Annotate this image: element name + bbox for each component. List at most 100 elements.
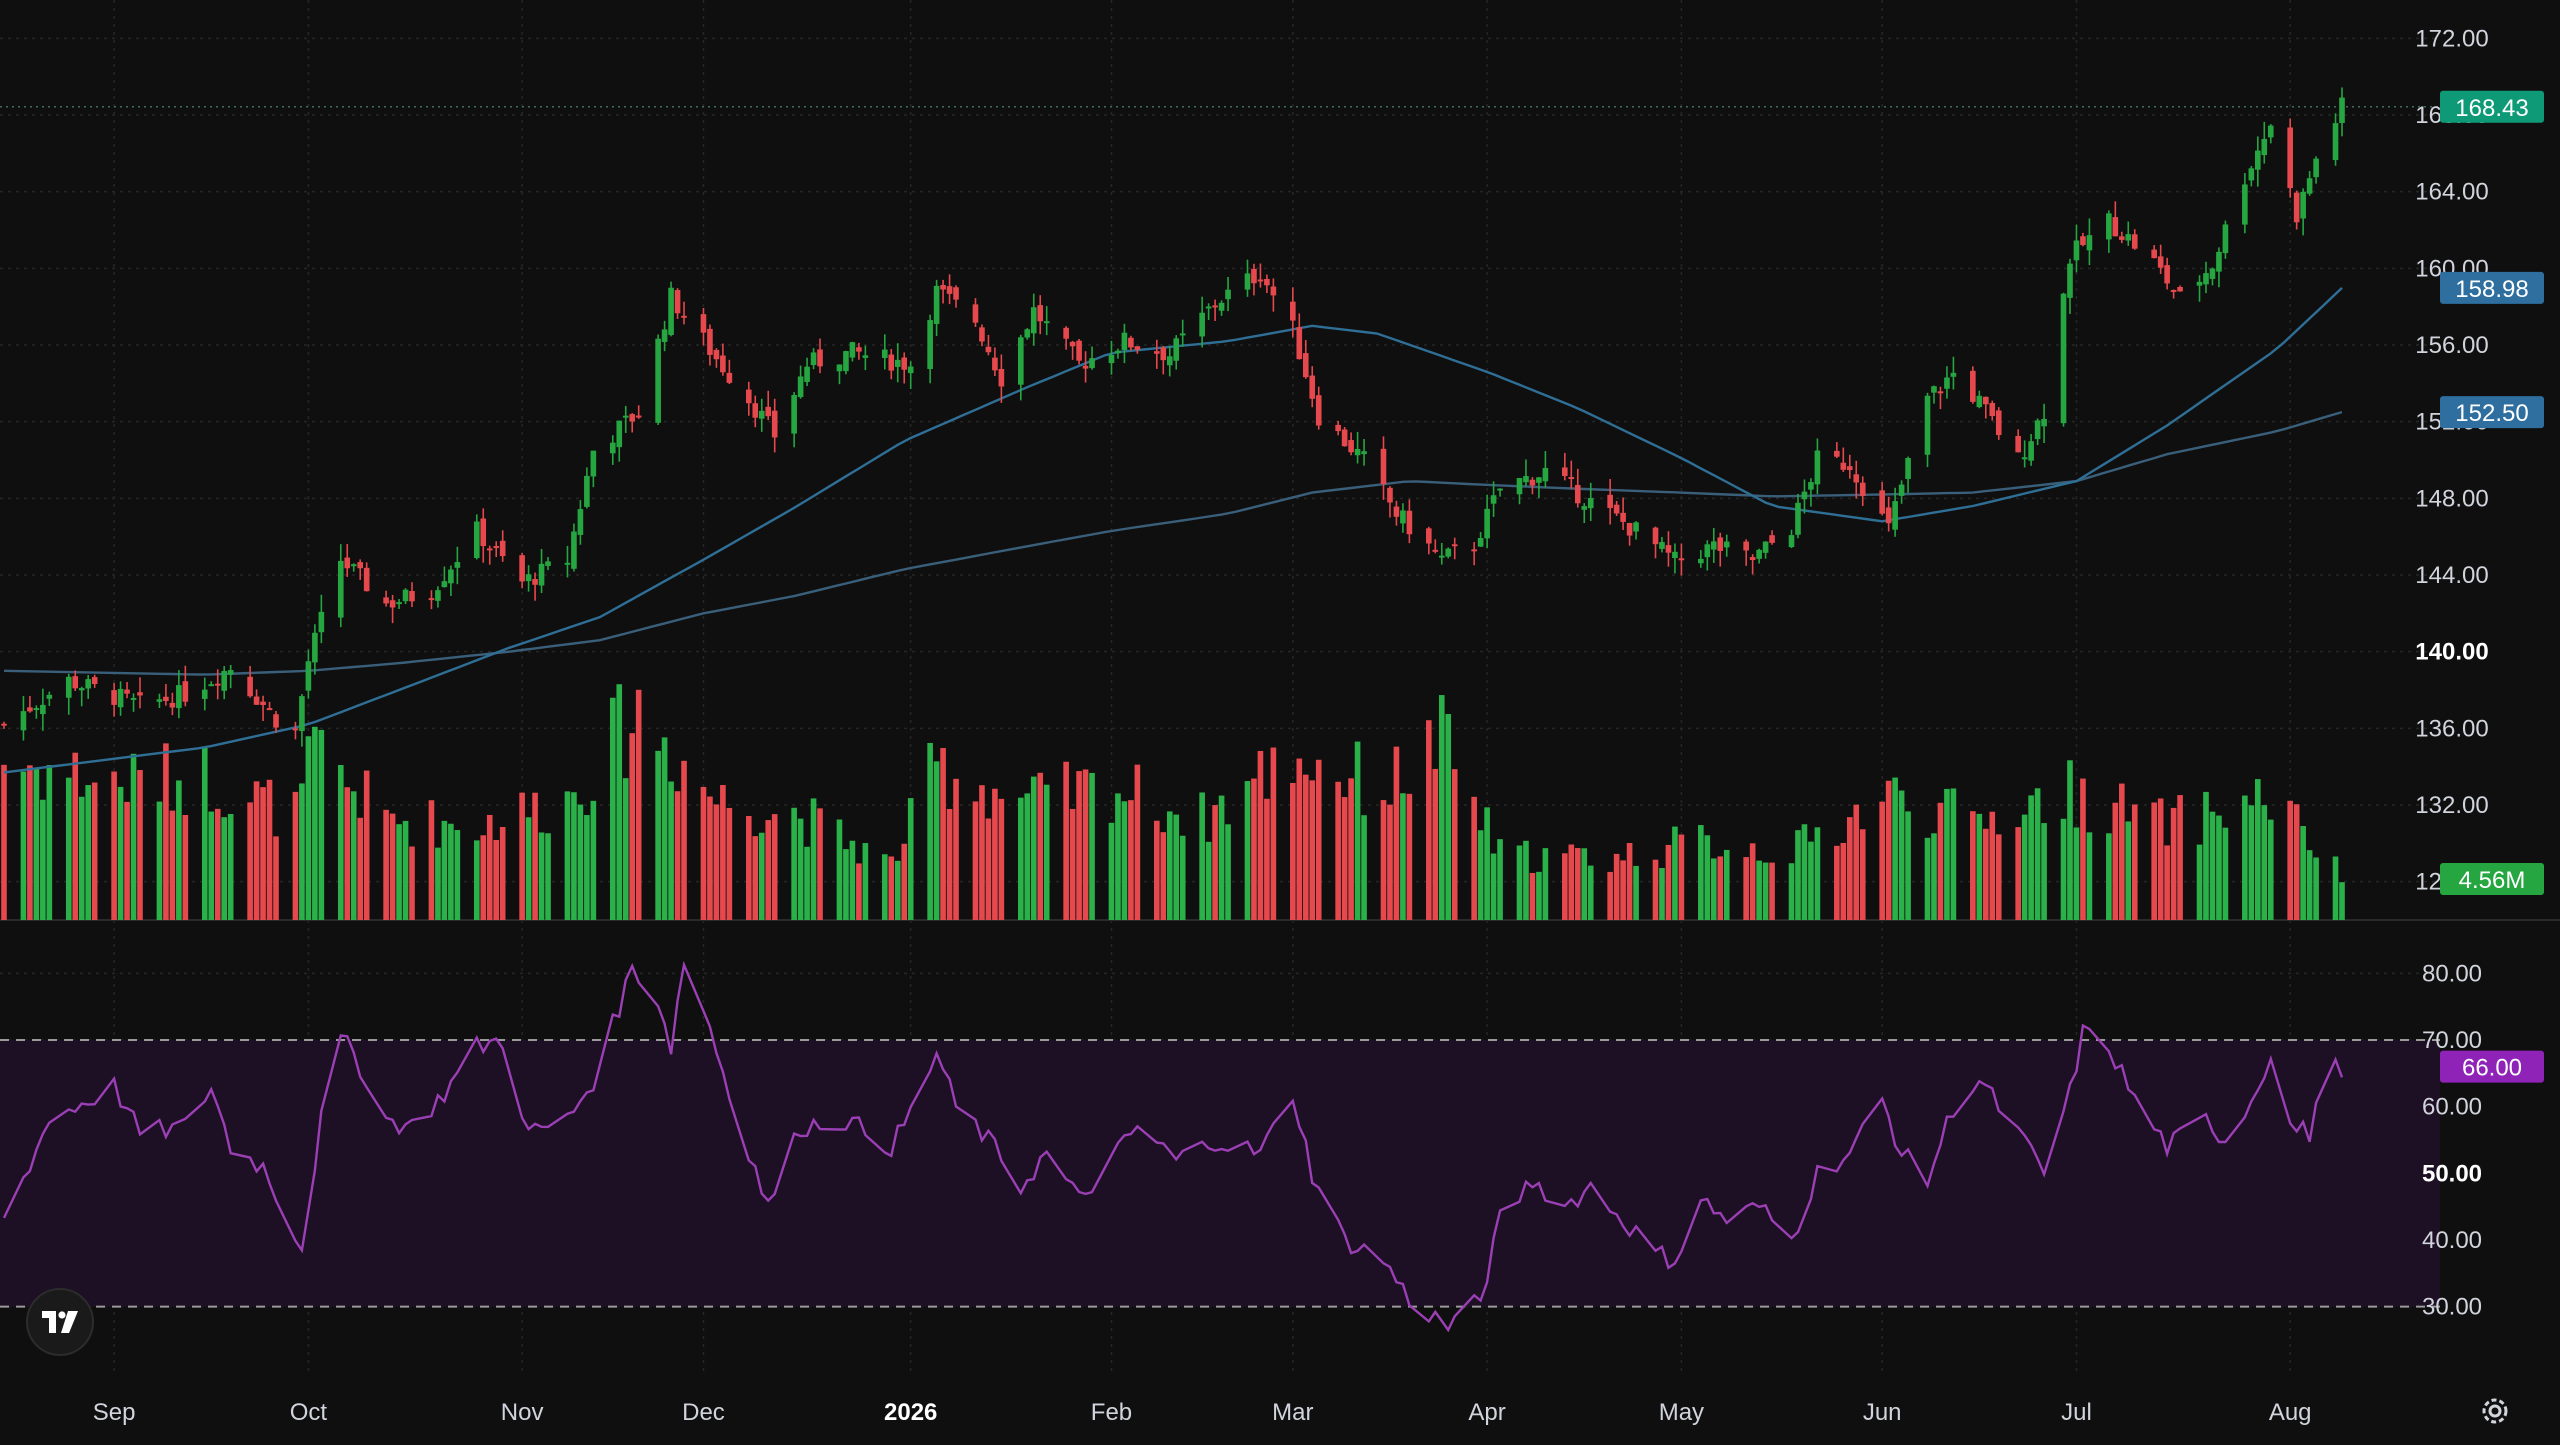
candle-body [946,286,953,294]
candle-body [1490,495,1497,504]
gear-icon[interactable] [2478,1394,2512,1428]
time-tick-label: Dec [682,1399,725,1426]
volume-bar [817,808,823,920]
volume-bar [2177,795,2183,920]
axis-layer: 172.00168.00164.00160.00156.00152.00148.… [93,25,2489,1426]
candle-body [480,518,487,547]
volume-bar [2267,819,2274,920]
candle-body [428,598,435,601]
volume-bar [2164,845,2170,920]
candle-body [2041,418,2047,427]
volume-bar [758,832,765,920]
volume-bar [979,785,985,920]
volume-bar [1898,790,1905,920]
volume-bar [1,764,7,920]
volume-bar [1115,793,1121,920]
volume-bar [1970,811,1976,920]
candle-body [1801,491,1808,500]
volume-bar [1225,824,1231,920]
volume-bar [1212,805,1218,920]
candle-body [992,357,998,371]
candle-body [881,349,888,358]
volume-bar [1438,695,1445,920]
candle-body [1354,448,1361,456]
candle-body [1982,396,1989,405]
volume-bar [357,817,364,920]
rsi-tick-label: 60.00 [2422,1094,2482,1121]
volume-bar [1406,793,1413,920]
candle-body [1607,494,1613,508]
candle-body [1989,402,1996,417]
volume-bar [1516,845,1523,920]
volume-bar [2242,795,2248,920]
candle-body [1063,327,1069,339]
price-tick-label: 164.00 [2415,179,2488,206]
candle-body [1438,555,1445,558]
volume-bar [2287,800,2293,920]
candle-body [771,410,778,438]
volume-bar [564,791,571,920]
volume-bar [1678,834,1685,920]
volume-bar [260,787,266,920]
candle-body [2060,293,2067,424]
ma-long-badge-bg [2440,396,2544,429]
rsi-badge: 66.00 [2462,1055,2522,1082]
candle-body [1898,484,1905,496]
candle-body [111,690,117,705]
candle-body [1179,333,1186,336]
tradingview-logo-icon[interactable] [26,1288,94,1356]
candle-body [1160,347,1167,361]
candle-body [2080,236,2086,246]
price-tick-label: 144.00 [2415,562,2488,589]
volume-bar [927,742,933,920]
candle-body [888,354,895,371]
candle-body [1341,429,1348,447]
candle-body [1698,558,1704,564]
time-tick-label: Oct [290,1399,328,1426]
volume-bar [1484,807,1490,920]
candle-body [720,355,726,373]
candle-body [2034,420,2041,440]
volume-bar [933,761,940,920]
volume-bar [305,736,312,920]
volume-bar [2034,788,2041,920]
volume-bar [65,777,72,920]
candle-body [2021,457,2028,460]
candle-body [804,366,810,382]
volume-bar [350,791,357,920]
volume-bar [1348,778,1354,920]
candle-body [20,711,27,731]
volume-bar [1704,835,1711,920]
volume-bar [72,752,79,920]
volume-bar [2080,778,2086,920]
candle-body [344,557,351,569]
price-tick-label: 172.00 [2415,25,2488,52]
candle-body [927,320,933,369]
volume-bar [985,818,992,920]
volume-bar [1814,827,1821,920]
candle-body [1089,358,1095,369]
candle-body [40,704,46,715]
volume-bar [1989,811,1996,920]
candle-body [402,589,409,602]
candle-body [1568,477,1575,480]
rsi-layer [2,960,2344,1333]
time-tick-label: Nov [501,1399,544,1426]
volume-bar [1445,714,1452,920]
candle-body [2067,263,2073,298]
volume-bar [1652,859,1659,920]
volume-bar [1808,841,1814,920]
volume-bar [538,832,545,920]
candle-body [182,681,189,702]
candle-body [1937,391,1944,394]
candle-body [1581,506,1588,510]
candle-body [2267,125,2274,138]
volume-bar [448,823,454,920]
volume-bar [1944,788,1950,920]
volume-bar [1270,747,1277,920]
volume-bar [1037,772,1044,920]
candle-body [2254,150,2261,170]
time-tick-label: Feb [1091,1399,1132,1426]
